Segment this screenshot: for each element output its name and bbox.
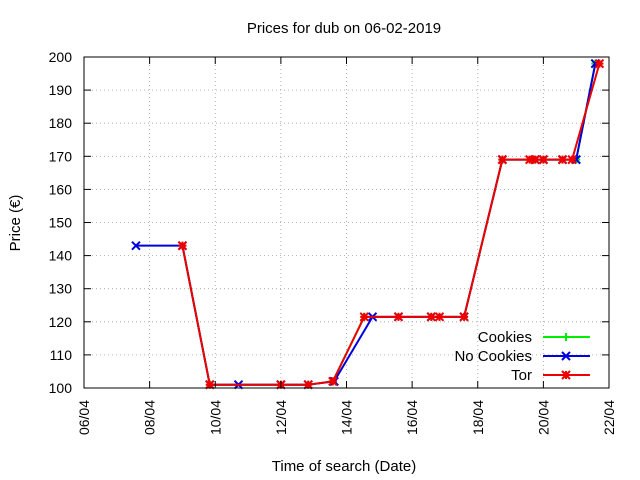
y-tick-label: 140	[49, 248, 73, 264]
data-point-tor	[205, 379, 215, 390]
series-line-tor	[181, 63, 601, 386]
x-tick-labels: 06/04 08/04 10/04 12/04 14/04 16/04 18/04 20/04…	[76, 400, 617, 435]
legend-label-no-cookies: No Cookies	[454, 348, 532, 365]
series-tor	[177, 58, 605, 390]
legend-marker-no-cookies	[561, 351, 571, 361]
data-point-tor	[434, 312, 445, 322]
y-tick-label: 130	[49, 281, 73, 297]
data-point-tor	[530, 154, 540, 165]
y-tick-label: 100	[49, 380, 73, 396]
y-tick-label: 120	[49, 314, 73, 330]
y-tick-label: 180	[49, 115, 73, 131]
y-tick-labels: 100 110 120 130 140 150 160 170 180 190 200	[49, 49, 73, 396]
data-point-tor	[557, 154, 568, 165]
y-axis-label: Price (€)	[7, 195, 24, 252]
legend: Cookies No Cookies Tor	[454, 329, 590, 384]
data-point-tor	[426, 312, 436, 322]
y-tick-label: 170	[49, 148, 73, 164]
y-tick-label: 190	[49, 82, 73, 98]
legend-marker-tor	[561, 370, 571, 380]
x-tick-label: 08/04	[142, 400, 158, 435]
data-point-tor	[567, 154, 577, 165]
series-line-cookies	[181, 63, 597, 386]
x-tick-label: 18/04	[470, 400, 486, 435]
y-tick-label: 200	[49, 49, 73, 65]
data-point-tor	[303, 379, 313, 390]
data-point-tor	[359, 312, 369, 322]
series-cookies	[178, 59, 600, 389]
axis-ticks	[83, 56, 610, 389]
x-axis-label: Time of search (Date)	[272, 458, 417, 475]
x-tick-label: 20/04	[535, 400, 551, 435]
legend-label-tor: Tor	[511, 367, 532, 384]
legend-marker-cookies	[562, 333, 570, 341]
data-point-tor	[177, 240, 188, 251]
data-point-tor	[497, 154, 508, 165]
y-tick-label: 150	[49, 215, 73, 231]
series-layer	[131, 58, 605, 390]
data-point-tor	[328, 376, 338, 387]
data-point-tor	[459, 312, 469, 322]
x-tick-label: 12/04	[273, 400, 289, 435]
data-point-no-cookies	[131, 240, 141, 251]
x-tick-label: 16/04	[404, 400, 420, 435]
x-tick-label: 14/04	[339, 400, 355, 435]
data-point-tor	[393, 312, 404, 322]
y-tick-label: 110	[50, 347, 73, 363]
y-tick-label: 160	[49, 181, 73, 197]
data-point-tor	[538, 154, 549, 165]
data-point-tor	[594, 58, 605, 69]
x-tick-label: 10/04	[207, 400, 223, 435]
chart-title: Prices for dub on 06-02-2019	[247, 20, 441, 37]
x-tick-label: 06/04	[76, 400, 92, 435]
x-tick-label: 22/04	[601, 400, 617, 435]
legend-label-cookies: Cookies	[478, 329, 532, 346]
